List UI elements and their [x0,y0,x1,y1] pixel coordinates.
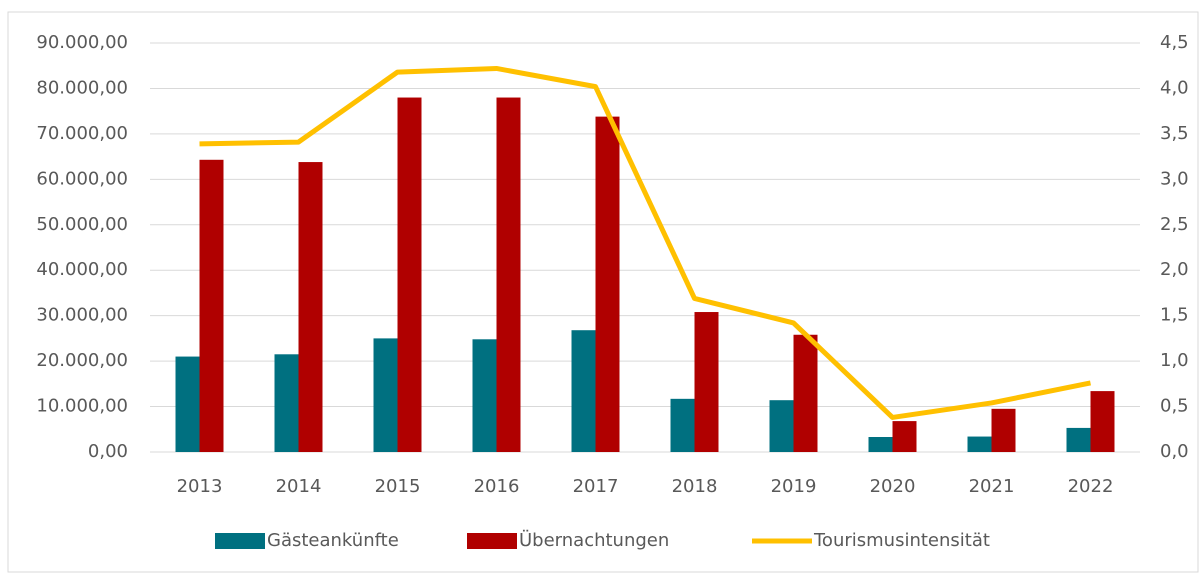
y2-tick-label: 2,0 [1160,259,1189,280]
x-tick-label: 2014 [276,476,322,497]
y-tick-label: 50.000,00 [36,214,128,235]
bar [793,334,818,452]
x-tick-label: 2015 [375,476,421,497]
bar [571,330,596,452]
bar [175,356,200,452]
y-tick-label: 0,00 [88,441,128,462]
x-tick-label: 2017 [573,476,619,497]
y-tick-label: 40.000,00 [36,259,128,280]
legend-swatch [215,533,265,549]
y2-tick-label: 4,5 [1160,32,1189,53]
bar [670,398,695,452]
x-tick-label: 2019 [771,476,817,497]
x-tick-label: 2020 [870,476,916,497]
legend-label: Tourismusintensität [813,530,990,551]
y2-tick-label: 3,5 [1160,123,1189,144]
bar [373,338,398,452]
bar [496,97,521,453]
y2-tick-label: 4,0 [1160,77,1189,98]
bar [991,408,1016,452]
y2-tick-label: 3,0 [1160,168,1189,189]
bar [298,162,323,452]
x-tick-label: 2018 [672,476,718,497]
bar [892,421,917,452]
y2-tick-label: 0,5 [1160,396,1189,417]
bar [868,437,893,452]
x-tick-label: 2022 [1068,476,1114,497]
y-tick-label: 60.000,00 [36,168,128,189]
y2-tick-label: 1,5 [1160,305,1189,326]
bar [967,436,992,452]
legend-label: Gästeankünfte [267,530,399,551]
legend-swatch [467,533,517,549]
y-tick-label: 20.000,00 [36,350,128,371]
y-tick-label: 70.000,00 [36,123,128,144]
bar [595,116,620,453]
bar [199,159,224,452]
y2-tick-label: 2,5 [1160,214,1189,235]
y-tick-label: 80.000,00 [36,77,128,98]
y-tick-label: 90.000,00 [36,32,128,53]
line [199,65,1091,420]
x-tick-label: 2021 [969,476,1015,497]
chart-border [7,11,1199,573]
bar [274,354,299,452]
y2-tick-label: 1,0 [1160,350,1189,371]
y2-tick-label: 0,0 [1160,441,1189,462]
bar [397,97,422,453]
x-tick-label: 2016 [474,476,520,497]
y-tick-label: 10.000,00 [36,396,128,417]
bar [769,400,794,452]
bar [694,312,719,452]
bar [472,339,497,452]
x-tick-label: 2013 [177,476,223,497]
bar [1066,427,1091,452]
legend-label: Übernachtungen [519,529,669,551]
y-tick-label: 30.000,00 [36,305,128,326]
bar [1090,391,1115,452]
